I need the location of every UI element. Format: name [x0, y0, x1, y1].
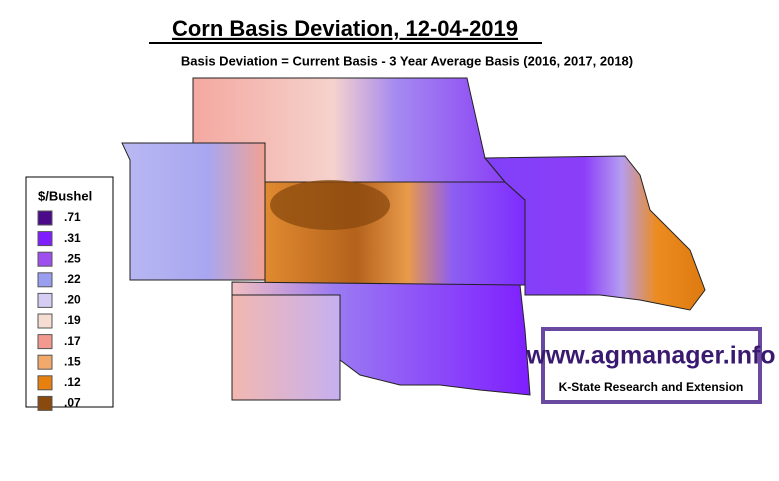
legend-label: .12 [64, 375, 81, 389]
map [121, 77, 706, 401]
legend-label: .71 [64, 210, 81, 224]
legend-swatch [37, 272, 53, 288]
legend-swatch [37, 292, 53, 308]
missouri [483, 155, 706, 311]
colorado [121, 142, 266, 281]
legend-label: .07 [64, 396, 81, 410]
subtitle: Basis Deviation = Current Basis - 3 Year… [181, 53, 633, 68]
legend-label: .15 [64, 354, 81, 368]
legend-swatch [37, 375, 53, 391]
legend-label: .31 [64, 231, 81, 245]
texas-panhandle [231, 294, 341, 401]
legend-swatch [37, 313, 53, 329]
legend-swatch [37, 231, 53, 247]
watermark-org: K-State Research and Extension [559, 380, 744, 394]
title: Corn Basis Deviation, 12-04-2019 [172, 16, 518, 41]
legend-items: .71 .31 .25 .22 .20 .19 .17 .15 .12 .07 [37, 210, 81, 411]
legend-swatch [37, 210, 53, 226]
legend-swatch [37, 354, 53, 370]
legend-swatch [37, 395, 53, 411]
legend-swatch [37, 251, 53, 267]
legend-label: .19 [64, 313, 81, 327]
legend-label: .17 [64, 334, 81, 348]
watermark-url[interactable]: www.agmanager.info [525, 342, 775, 370]
legend-label: .20 [64, 293, 81, 307]
legend-swatch [37, 334, 53, 350]
basis-low-zone [270, 180, 390, 230]
legend-title: $/Bushel [38, 188, 92, 203]
watermark-box [541, 327, 762, 404]
legend-label: .22 [64, 272, 81, 286]
legend-label: .25 [64, 251, 81, 265]
